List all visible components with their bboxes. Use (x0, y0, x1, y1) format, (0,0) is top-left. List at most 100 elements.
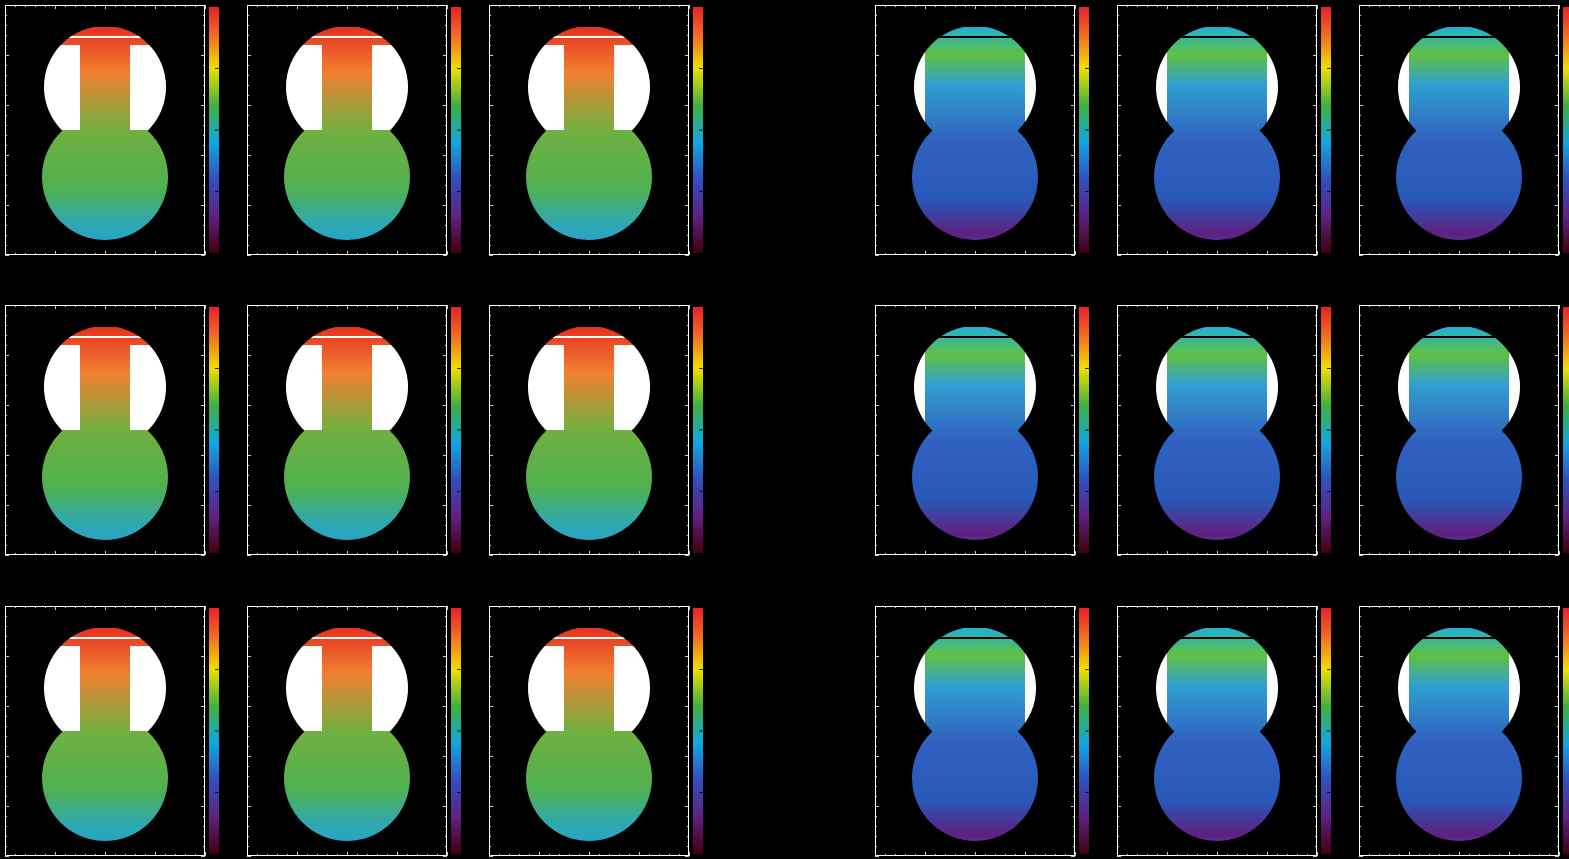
saturated-left (526, 45, 564, 130)
frame (1117, 606, 1317, 856)
heatmap (42, 27, 168, 240)
colorbar (1563, 307, 1569, 553)
saturated-left (284, 45, 322, 130)
frame (489, 5, 689, 255)
heatmap-fill (1396, 327, 1522, 540)
saturated-right (1025, 45, 1038, 130)
frame (247, 5, 447, 255)
saturated-right (372, 45, 410, 130)
saturated-right (1267, 646, 1280, 731)
panel (5, 5, 219, 256)
saturated-right (372, 646, 410, 731)
saturated-right (614, 345, 652, 430)
panel (489, 305, 703, 556)
panel (875, 606, 1089, 857)
frame (875, 305, 1075, 555)
frame (489, 606, 689, 856)
colorbar (1321, 608, 1331, 854)
panel (5, 305, 219, 556)
heatmap-fill (42, 628, 168, 841)
saturated-left (1154, 45, 1167, 130)
heatmap (1396, 327, 1522, 540)
saturated-left (912, 45, 925, 130)
saturated-left (526, 646, 564, 731)
colorbar (451, 307, 461, 553)
heatmap (526, 327, 652, 540)
heatmap-fill (912, 327, 1038, 540)
colorbar (693, 307, 703, 553)
heatmap-fill (526, 27, 652, 240)
saturated-left (42, 45, 80, 130)
colorbar (1079, 608, 1089, 854)
colorbar (209, 608, 219, 854)
colorbar (1079, 7, 1089, 253)
heatmap-fill (912, 628, 1038, 841)
saturated-left (284, 345, 322, 430)
heatmap-fill (1396, 628, 1522, 841)
frame (1117, 305, 1317, 555)
saturated-right (130, 345, 168, 430)
saturated-right (614, 45, 652, 130)
colorbar (693, 608, 703, 854)
colorbar (451, 608, 461, 854)
panel (875, 5, 1089, 256)
saturated-right (614, 646, 652, 731)
colorbar (693, 7, 703, 253)
saturated-right (1025, 646, 1038, 731)
panel (247, 606, 461, 857)
saturated-right (1267, 45, 1280, 130)
panel (1359, 305, 1569, 556)
colorbar (1321, 7, 1331, 253)
heatmap (284, 327, 410, 540)
saturated-left (1396, 646, 1409, 731)
colorbar (1321, 307, 1331, 553)
heatmap (1396, 27, 1522, 240)
heatmap (284, 628, 410, 841)
frame (1359, 606, 1559, 856)
saturated-right (130, 45, 168, 130)
frame (1117, 5, 1317, 255)
heatmap (1154, 628, 1280, 841)
saturated-left (912, 345, 925, 430)
frame (5, 305, 205, 555)
panel (489, 5, 703, 256)
frame (5, 606, 205, 856)
saturated-right (1267, 345, 1280, 430)
heatmap-fill (1154, 27, 1280, 240)
heatmap-fill (284, 628, 410, 841)
saturated-right (1025, 345, 1038, 430)
heatmap-fill (42, 327, 168, 540)
heatmap-fill (526, 327, 652, 540)
frame (1359, 5, 1559, 255)
colorbar (209, 307, 219, 553)
heatmap (526, 628, 652, 841)
heatmap (42, 327, 168, 540)
frame (875, 5, 1075, 255)
panel (1117, 606, 1331, 857)
saturated-right (372, 345, 410, 430)
heatmap (912, 27, 1038, 240)
heatmap-fill (1154, 628, 1280, 841)
saturated-left (42, 345, 80, 430)
saturated-left (1396, 345, 1409, 430)
saturated-left (42, 646, 80, 731)
saturated-right (1509, 646, 1522, 731)
frame (489, 305, 689, 555)
panel (1117, 305, 1331, 556)
heatmap (526, 27, 652, 240)
heatmap (284, 27, 410, 240)
frame (247, 606, 447, 856)
colorbar (1079, 307, 1089, 553)
frame (875, 606, 1075, 856)
panel (1117, 5, 1331, 256)
heatmap-fill (284, 327, 410, 540)
saturated-right (1509, 345, 1522, 430)
heatmap-fill (284, 27, 410, 240)
colorbar (1563, 608, 1569, 854)
heatmap-fill (1396, 27, 1522, 240)
saturated-right (1509, 45, 1522, 130)
saturated-left (912, 646, 925, 731)
heatmap (912, 327, 1038, 540)
